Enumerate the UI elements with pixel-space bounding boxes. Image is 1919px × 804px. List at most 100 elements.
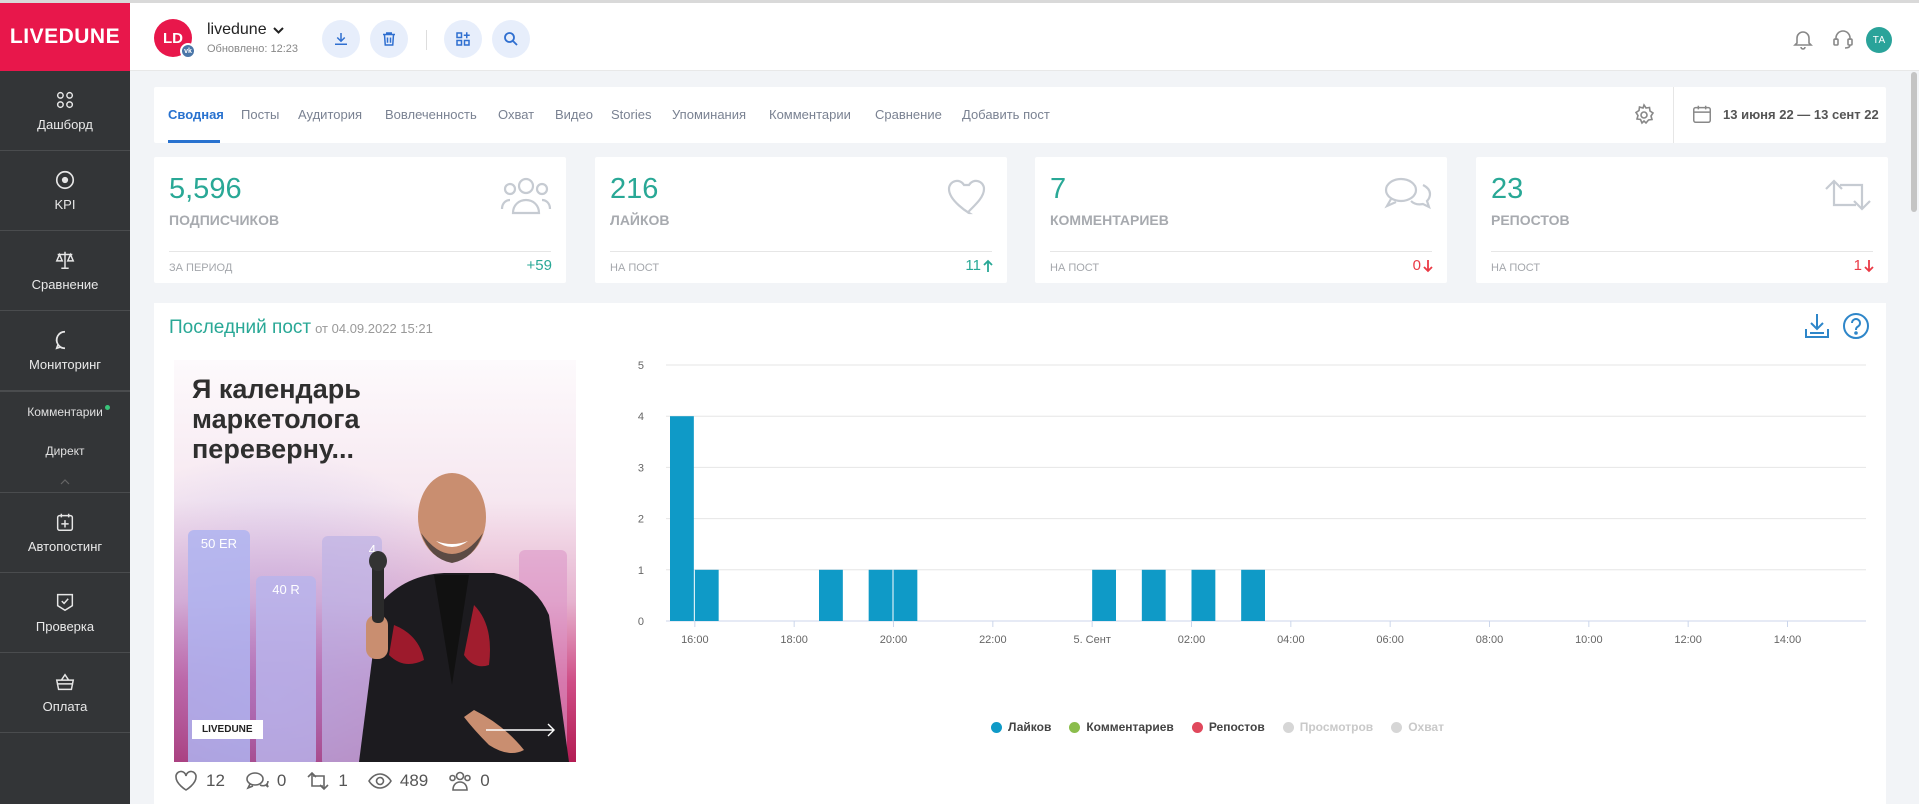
metric-value: 12 (206, 771, 225, 790)
last-post-date: от 04.09.2022 15:21 (315, 321, 433, 336)
tab-video[interactable]: Видео (555, 107, 593, 122)
bell-icon[interactable] (1791, 27, 1815, 51)
y-tick-label: 2 (638, 514, 644, 526)
metric-comments: 0 (245, 770, 286, 792)
page-scrollbar[interactable] (1911, 72, 1917, 212)
sidebar-item-label: Проверка (35, 619, 95, 634)
livedune-logo[interactable]: LIVEDUNE (0, 3, 130, 71)
sidebar-item-check[interactable]: Проверка (0, 573, 130, 653)
x-tick-label: 18:00 (780, 634, 808, 646)
stat-foot-value: +59 (527, 257, 552, 274)
sidebar: LIVEDUNE Дашборд KPI Сравнение Мониторин… (0, 3, 130, 804)
tab-posts[interactable]: Посты (241, 107, 280, 122)
download-report-icon[interactable] (1802, 311, 1832, 341)
download-button[interactable] (322, 20, 360, 58)
bar (819, 569, 843, 621)
sidebar-item-comparison[interactable]: Сравнение (0, 231, 130, 311)
stat-value: 216 (610, 173, 659, 205)
tab-audience[interactable]: Аудитория (298, 107, 363, 122)
legend-label: Комментариев (1086, 720, 1174, 734)
tab-summary[interactable]: Сводная (168, 107, 224, 122)
tab-reach[interactable]: Охват (498, 107, 535, 122)
metric-value: 0 (276, 771, 287, 790)
legend-item-reach[interactable]: Охват (1391, 720, 1444, 734)
sidebar-item-autoposting[interactable]: Автопостинг (0, 493, 130, 573)
stat-foot-value: 1 (1854, 257, 1874, 274)
sidebar-subitem-comments[interactable]: Комментарии (0, 391, 130, 431)
support-icon[interactable] (1831, 27, 1855, 51)
sidebar-item-kpi[interactable]: KPI (0, 151, 130, 231)
legend-item-likes[interactable]: Лайков (991, 720, 1051, 734)
chevron-down-icon (272, 26, 284, 34)
date-range-picker[interactable]: 13 июня 22 — 13 сент 22 (1691, 103, 1879, 125)
panel-title: Последний пост от 04.09.2022 15:21 (169, 317, 433, 339)
users-icon (500, 177, 552, 215)
tabs-divider (1673, 87, 1674, 143)
legend-item-comments[interactable]: Комментариев (1069, 720, 1174, 734)
stat-label: ЛАЙКОВ (610, 212, 670, 228)
card-divider (1491, 251, 1873, 252)
sidebar-subitem-direct[interactable]: Директ (0, 431, 130, 471)
sidebar-item-monitoring[interactable]: Мониторинг (0, 311, 130, 391)
y-tick-label: 0 (638, 616, 644, 628)
legend-item-views[interactable]: Просмотров (1282, 720, 1374, 734)
metric-reposts: 1 (306, 770, 348, 792)
x-tick-label: 5. Сент (1073, 634, 1110, 646)
stat-delta: 11 (965, 257, 981, 274)
sidebar-item-label: Мониторинг (28, 357, 102, 372)
last-post-title: Последний пост (169, 317, 312, 338)
legend-item-reposts[interactable]: Репостов (1191, 720, 1265, 734)
y-tick-label: 1 (638, 565, 644, 577)
sidebar-subitem-label: Директ (45, 444, 85, 458)
tab-add-post[interactable]: Добавить пост (962, 107, 1050, 122)
widgets-button[interactable] (444, 20, 482, 58)
arrow-up-icon (983, 259, 993, 272)
x-tick-label: 02:00 (1178, 634, 1206, 646)
gear-icon[interactable] (1632, 103, 1656, 127)
post-headline: Я календарь маркетолога переверну... (192, 374, 361, 464)
bar (1092, 569, 1116, 621)
image-brand-tag: LIVEDUNE (192, 720, 263, 739)
sidebar-subitem-label: Комментарии (27, 404, 103, 419)
tab-comparison[interactable]: Сравнение (875, 107, 942, 122)
tab-stories[interactable]: Stories (611, 107, 652, 122)
sidebar-item-dashboard[interactable]: Дашборд (0, 71, 130, 151)
heart-icon (175, 770, 197, 791)
sidebar-item-label: Оплата (42, 699, 88, 714)
target-icon (55, 170, 75, 190)
legend-label: Просмотров (1299, 720, 1374, 734)
legend-dot (1191, 721, 1203, 733)
stat-delta: +59 (526, 257, 552, 274)
bar (694, 569, 719, 621)
stat-foot-label: НА ПОСТ (1050, 262, 1100, 274)
top-border (0, 0, 1919, 3)
metric-value: 489 (399, 771, 429, 790)
legend-dot (1282, 721, 1294, 733)
account-switcher[interactable]: livedune (207, 21, 284, 39)
arrow-down-icon (1864, 259, 1874, 272)
comments-icon (1384, 177, 1432, 210)
tab-mentions[interactable]: Упоминания (672, 107, 747, 122)
user-avatar[interactable]: ТА (1866, 27, 1892, 53)
grid-add-icon (456, 32, 470, 46)
comment-icon (246, 772, 269, 790)
post-image[interactable]: 50 ER 40 R 4 Я календарь маркетолога пер… (174, 360, 576, 762)
legend-label: Лайков (1008, 720, 1052, 734)
collapse-toggle[interactable] (0, 471, 130, 493)
stat-card-comments: 7 КОММЕНТАРИЕВ НА ПОСТ 0 (1035, 157, 1447, 283)
stat-value: 5,596 (169, 173, 242, 205)
last-post-panel: Последний пост от 04.09.2022 15:21 50 ER … (154, 303, 1886, 804)
delete-button[interactable] (370, 20, 408, 58)
notification-dot (105, 405, 110, 410)
tab-engagement[interactable]: Вовлеченность (385, 107, 477, 122)
download-icon (335, 33, 347, 45)
tab-comments[interactable]: Комментарии (769, 107, 851, 122)
date-range-label: 13 июня 22 — 13 сент 22 (1723, 106, 1879, 122)
card-divider (169, 251, 551, 252)
help-icon[interactable] (1841, 311, 1871, 341)
legend-label: Репостов (1208, 720, 1265, 734)
card-divider (610, 251, 992, 252)
search-button[interactable] (492, 20, 530, 58)
card-divider (1050, 251, 1432, 252)
sidebar-item-payment[interactable]: Оплата (0, 653, 130, 733)
